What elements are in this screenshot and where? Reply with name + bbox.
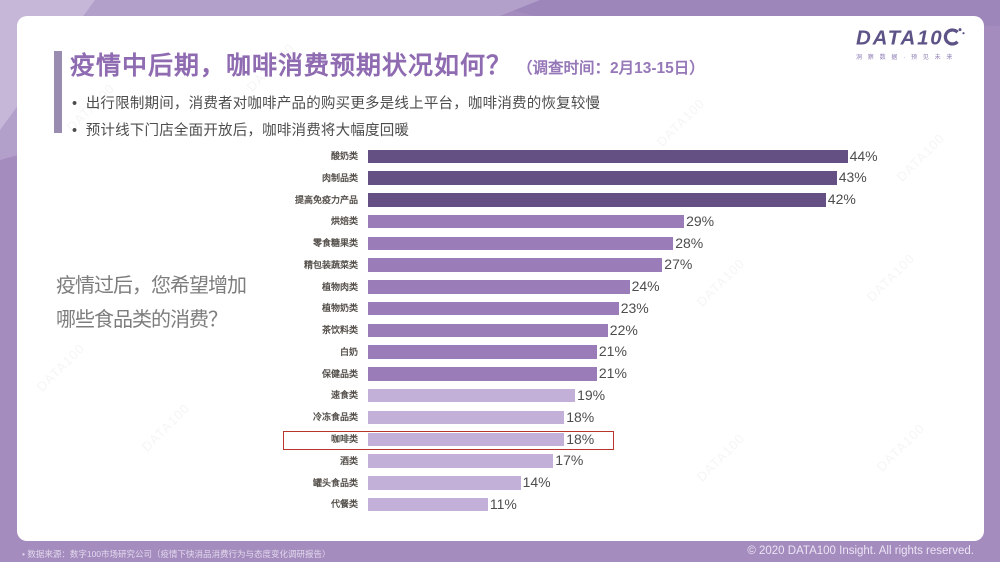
svg-text:DATA10: DATA10	[856, 27, 944, 50]
